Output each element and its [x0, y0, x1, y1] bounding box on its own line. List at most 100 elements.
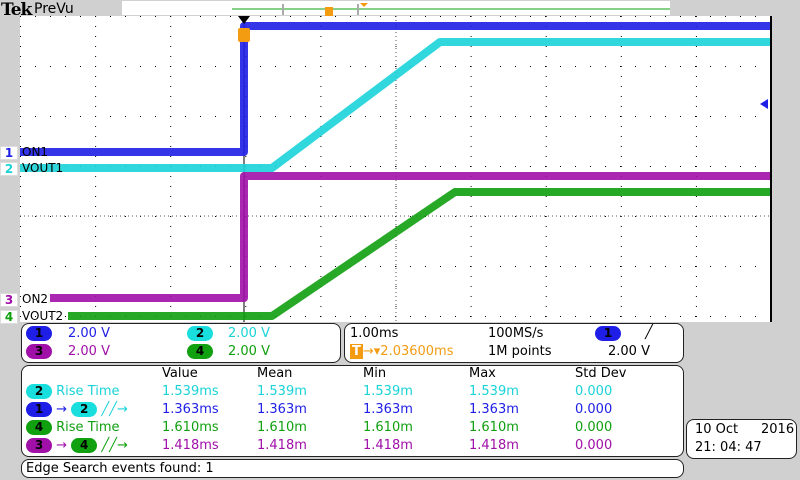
grid-dot	[95, 246, 97, 247]
grid-dot	[260, 116, 261, 117]
measurement-row[interactable]: 1 → 2 ╱╱→	[26, 402, 128, 417]
measurement-min: 1.539m	[363, 384, 413, 399]
grid-dot	[395, 86, 397, 87]
grid-dot	[470, 166, 472, 167]
grid-dot	[155, 66, 156, 67]
grid-dot	[20, 186, 21, 187]
view-bracket-left	[282, 4, 284, 15]
measurement-value: 1.363ms	[162, 402, 219, 417]
grid-dot	[20, 56, 21, 57]
grid-dot	[20, 86, 21, 87]
grid-dot	[771, 286, 772, 287]
grid-dot	[515, 266, 516, 267]
grid-dot	[20, 106, 21, 107]
grid-dot	[20, 16, 21, 17]
grid-dot	[590, 116, 591, 117]
measurement-row[interactable]: 2 Rise Time	[26, 384, 120, 399]
grid-dot	[620, 46, 622, 47]
grid-dot	[485, 16, 486, 17]
grid-dot	[20, 146, 21, 147]
grid-dot	[395, 46, 397, 47]
grid-dot	[680, 66, 681, 67]
grid-dot	[620, 16, 621, 17]
grid-dot	[725, 266, 726, 267]
grid-dot	[500, 316, 501, 317]
grid-dot	[215, 16, 216, 17]
record-view[interactable]	[122, 1, 670, 16]
measurement-max: 1.363m	[469, 402, 519, 417]
grid-dot	[215, 216, 216, 217]
grid-dot	[350, 316, 351, 317]
grid-dot	[755, 316, 756, 317]
grid-dot	[710, 66, 711, 67]
measurement-value: 1.610ms	[162, 420, 219, 435]
ch4-badge[interactable]: 4	[187, 344, 213, 359]
grid-dot	[545, 266, 547, 267]
grid-dot	[560, 316, 561, 317]
grid-dot	[770, 66, 771, 67]
grid-dot	[470, 56, 472, 57]
grid-dot	[395, 306, 397, 307]
grid-dot	[320, 146, 322, 147]
grid-dot	[95, 236, 97, 237]
grid-dot	[395, 146, 397, 147]
grid-dot	[215, 266, 216, 267]
measurement-mean: 1.610m	[257, 420, 307, 435]
vertical-settings-panel[interactable]: 1 2.00 V 2 2.00 V 3 2.00 V 4 2.00 V	[21, 323, 341, 363]
measurement-row[interactable]: 4 Rise Time	[26, 420, 120, 435]
ch2-marker[interactable]: 2	[0, 162, 18, 176]
tek-logo: Tek	[1, 0, 32, 20]
grid-dot	[215, 116, 216, 117]
measurement-mean: 1.363m	[257, 402, 307, 417]
grid-dot	[695, 226, 697, 227]
grid-dot	[530, 66, 531, 67]
ch1-marker[interactable]: 1	[0, 146, 18, 160]
trigger-source-badge[interactable]: 1	[595, 326, 621, 341]
grid-dot	[170, 226, 172, 227]
grid-dot	[545, 216, 547, 217]
grid-dot	[620, 66, 622, 67]
ch3-marker[interactable]: 3	[0, 293, 18, 307]
grid-dot	[620, 226, 622, 227]
measurement-row[interactable]: 3 → 4 ╱╱→	[26, 438, 128, 453]
grid-dot	[170, 46, 172, 47]
grid-dot	[680, 166, 681, 167]
grid-dot	[680, 266, 681, 267]
grid-dot	[695, 66, 697, 67]
grid-dot	[20, 306, 21, 307]
grid-dot	[695, 86, 697, 87]
grid-dot	[620, 96, 622, 97]
grid-dot	[771, 256, 772, 257]
grid-dot	[635, 316, 636, 317]
grid-dot	[695, 66, 696, 67]
grid-dot	[170, 256, 172, 257]
grid-dot	[530, 166, 531, 167]
grid-dot	[740, 316, 741, 317]
waveform-display[interactable]	[20, 16, 772, 322]
grid-dot	[485, 316, 486, 317]
ch3-badge[interactable]: 3	[26, 344, 52, 359]
grid-dot	[230, 116, 231, 117]
grid-dot	[410, 316, 411, 317]
grid-dot	[515, 316, 516, 317]
ch4-trace	[68, 188, 770, 320]
grid-dot	[620, 116, 621, 117]
horizontal-trigger-panel[interactable]: 1.00ms 100MS/s 1 ╱ T →▾2.03600ms 1M point…	[344, 323, 684, 363]
measurements-panel[interactable]: Value Mean Min Max Std Dev 2 Rise Time 1.…	[21, 365, 684, 457]
grid-dot	[80, 266, 81, 267]
ch2-badge[interactable]: 2	[187, 326, 213, 341]
grid-dot	[20, 246, 21, 247]
grid-dot	[620, 36, 622, 37]
grid-dot	[515, 16, 516, 17]
grid-dot	[125, 116, 126, 117]
grid-dot	[95, 36, 97, 37]
ch1-badge[interactable]: 1	[26, 326, 52, 341]
grid-dot	[110, 16, 111, 17]
grid-dot	[620, 126, 622, 127]
datetime-panel: 10 Oct 2016 21: 04: 47	[686, 419, 797, 459]
grid-dot	[20, 126, 21, 127]
grid-dot	[545, 306, 547, 307]
ch4-marker[interactable]: 4	[0, 310, 18, 324]
grid-dot	[20, 136, 21, 137]
grid-dot	[695, 16, 696, 17]
